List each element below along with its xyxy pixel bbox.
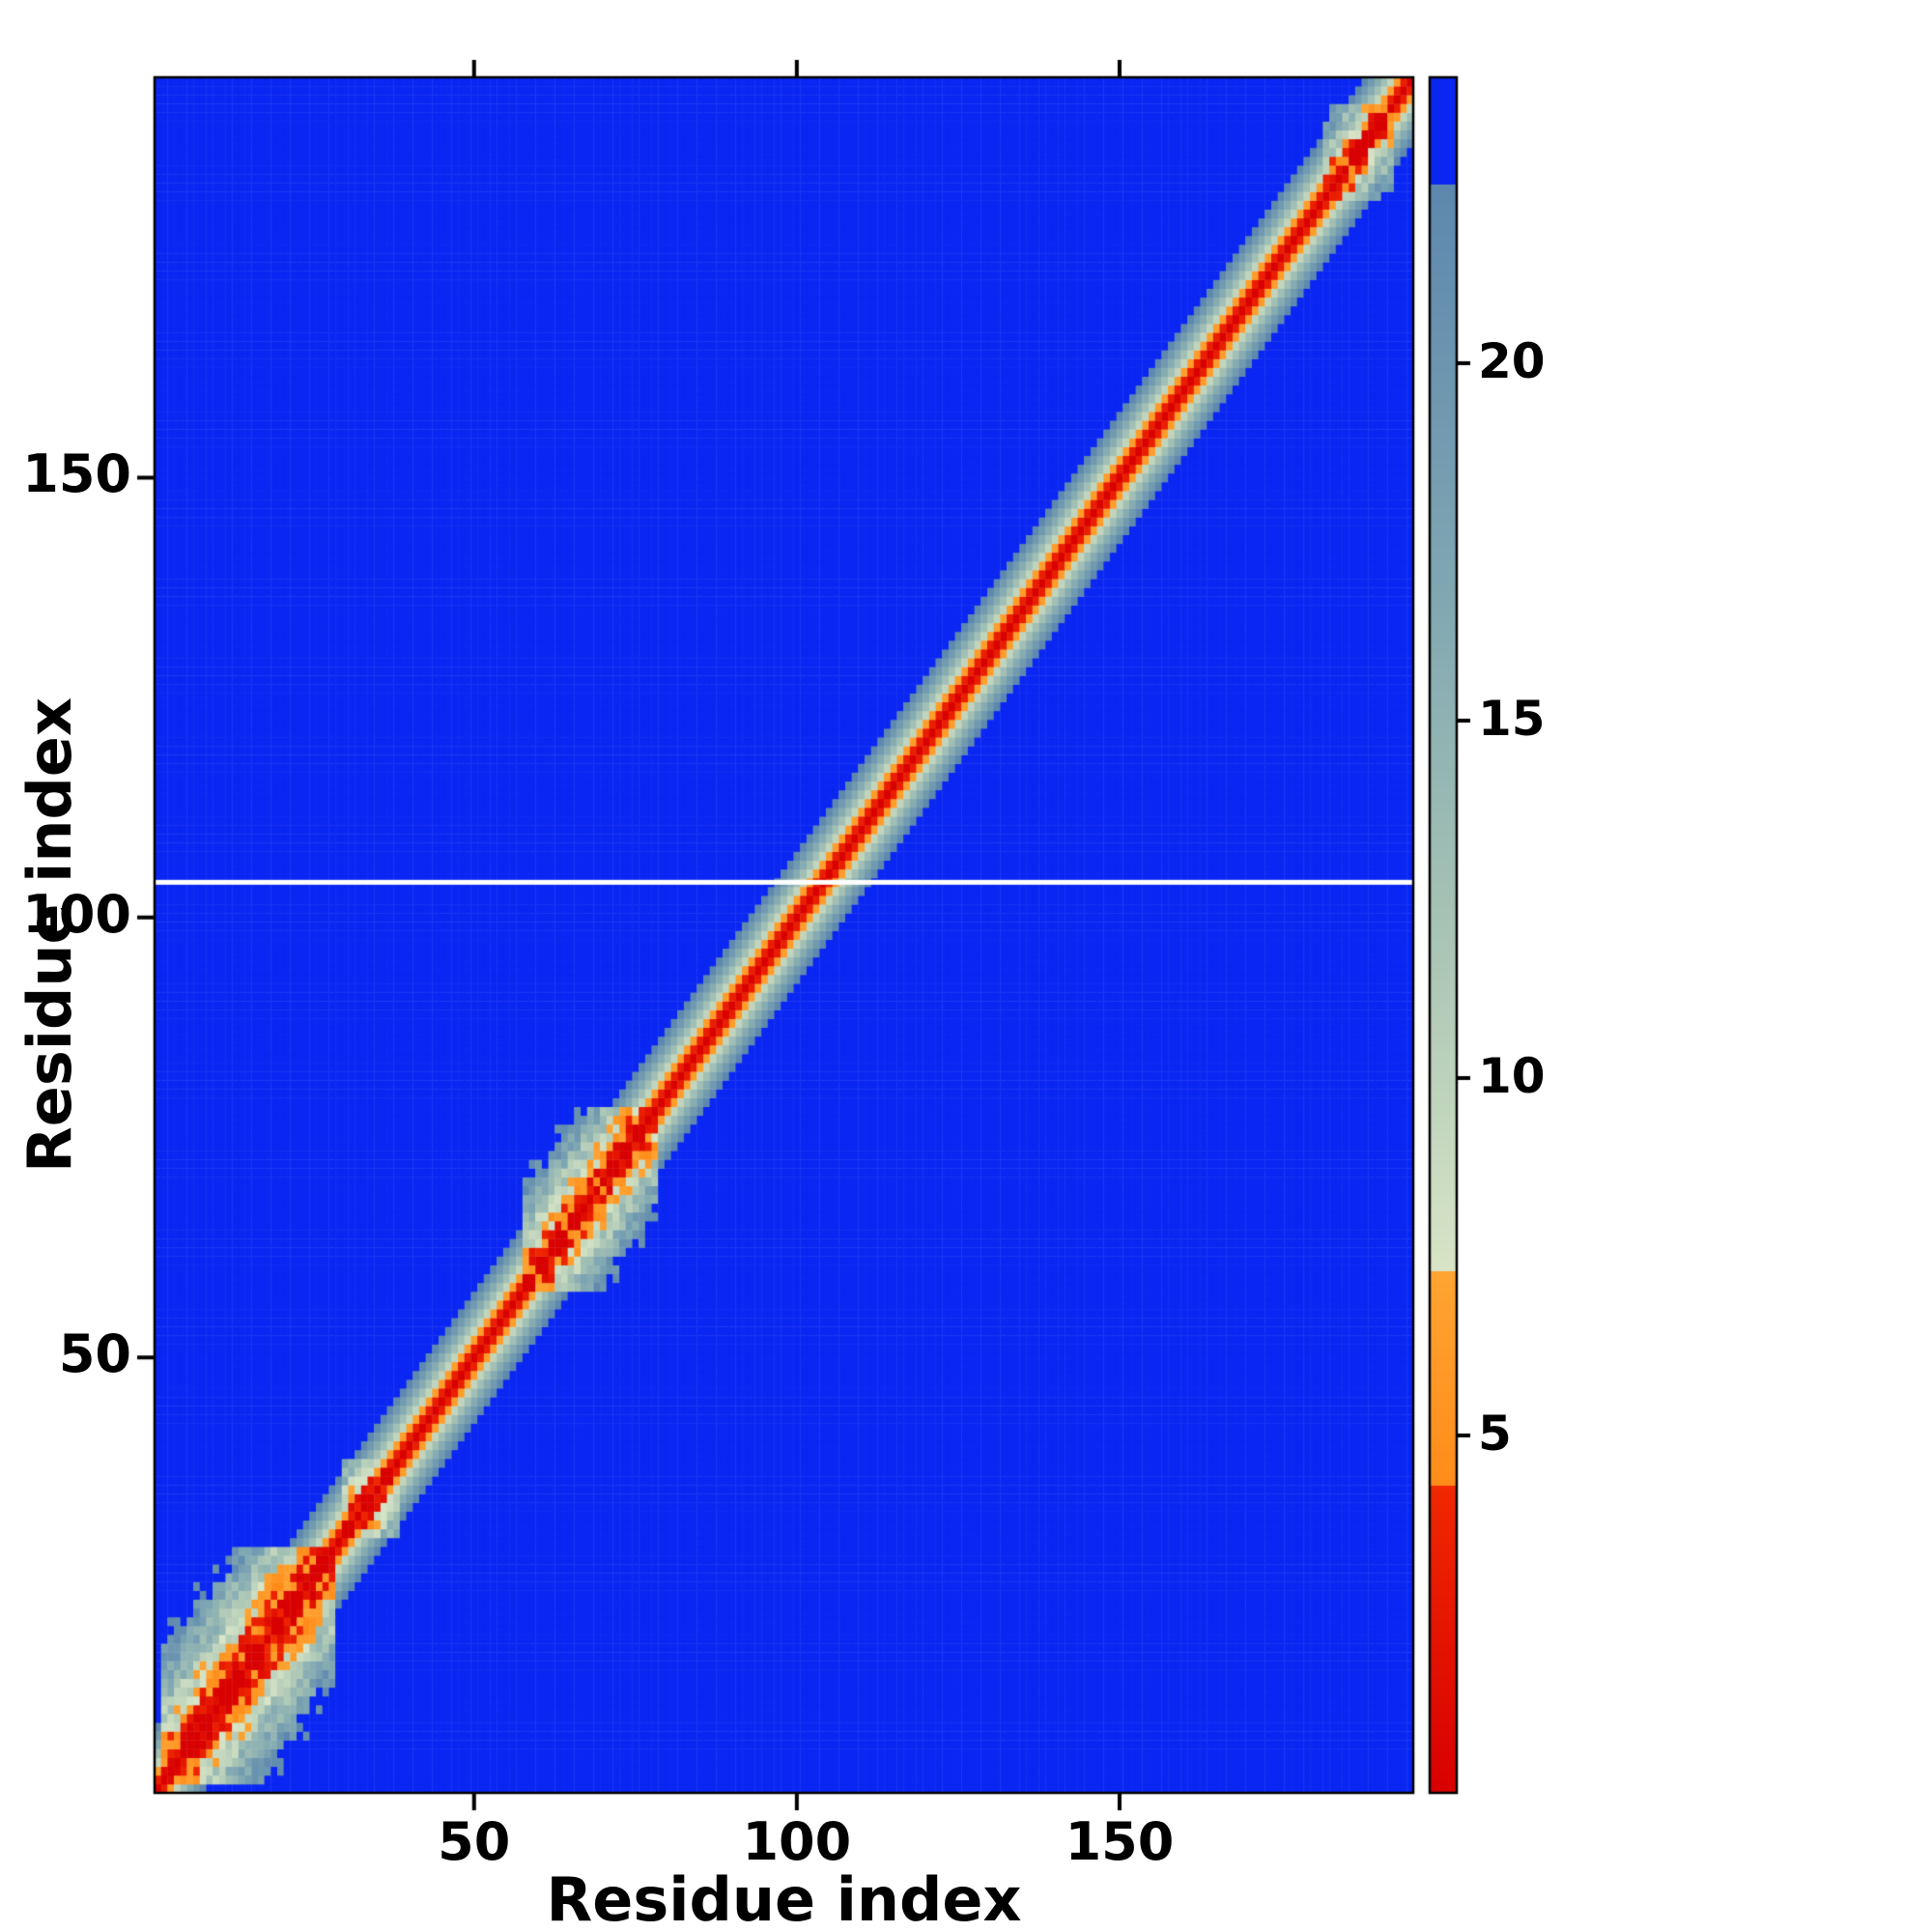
y-tick-label: 50: [58, 1323, 131, 1385]
x-tick-label: 150: [1065, 1811, 1175, 1872]
colorbar-tick-label: 5: [1478, 1406, 1512, 1462]
x-tick-label: 100: [742, 1811, 852, 1872]
y-tick-label: 150: [22, 443, 131, 505]
y-tick-label: 100: [22, 883, 131, 945]
colorbar-tick-label: 15: [1478, 691, 1546, 747]
x-tick-label: 50: [438, 1811, 511, 1872]
x-axis-title: Residue index: [546, 1864, 1022, 1932]
colorbar-tick-label: 10: [1478, 1048, 1546, 1104]
colorbar-tick-label: 20: [1478, 333, 1546, 389]
